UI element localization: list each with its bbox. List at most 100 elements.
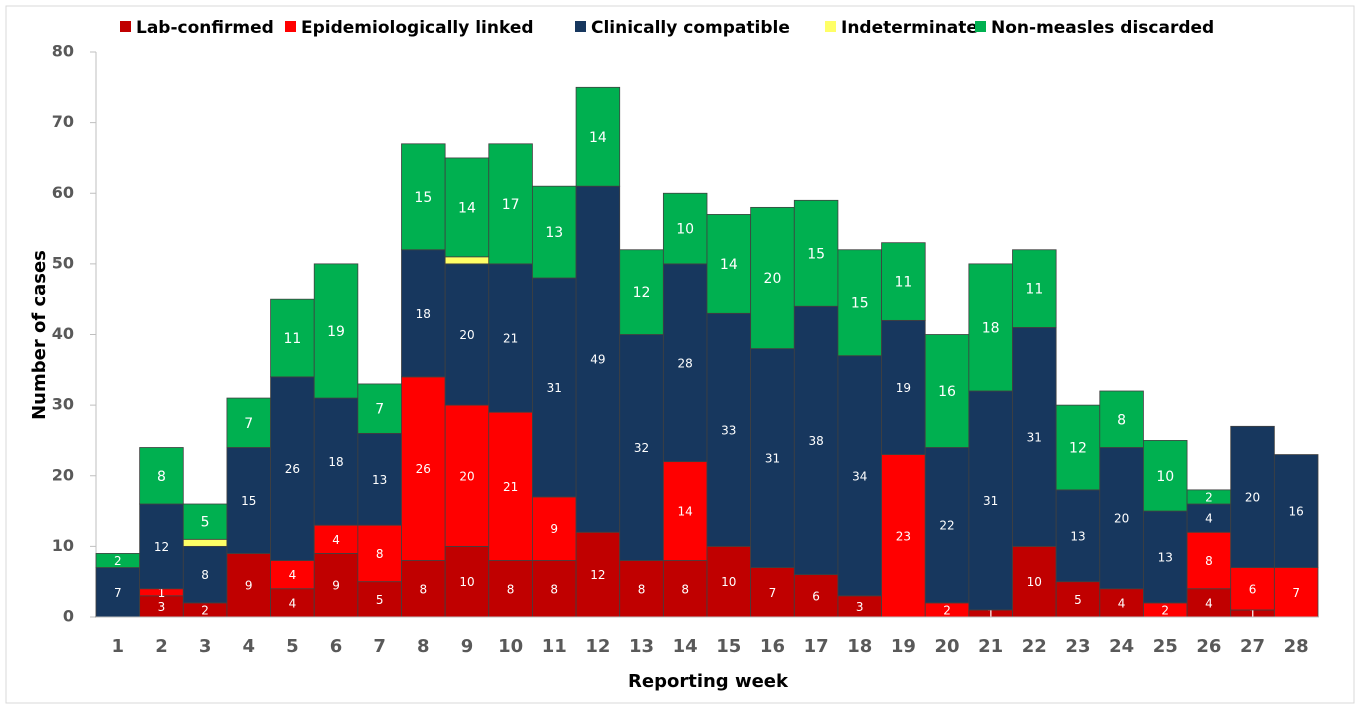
y-tick-label: 80 [52,42,74,61]
y-tick-label: 0 [63,607,74,626]
data-label: 34 [852,469,867,483]
data-label: 2 [1205,490,1213,504]
data-label: 6 [1249,582,1257,596]
data-label: 8 [681,582,689,596]
bar-segment [1143,510,1188,604]
data-label: 11 [283,331,301,347]
data-label: 31 [1027,430,1042,444]
legend-label: Epidemiologically linked [301,18,534,38]
bar-segment [444,545,490,618]
y-tick-label: 50 [52,253,74,272]
data-label: 22 [939,519,954,533]
legend-swatch [975,21,986,32]
data-label: 7 [1292,586,1300,600]
x-tick-label: 20 [935,636,960,657]
data-label: 49 [590,353,605,367]
data-label: 8 [1117,412,1126,428]
data-label: 14 [678,505,693,519]
x-tick-label: 10 [498,636,523,657]
bar-segment [1273,454,1319,568]
bar-segment [968,263,1013,392]
x-tick-label: 26 [1196,636,1221,657]
data-label: 13 [545,225,563,241]
data-label: 31 [983,494,998,508]
x-tick-label: 12 [585,636,610,657]
data-label: 26 [416,462,431,476]
bar-segment [488,560,533,618]
y-tick-label: 10 [52,536,74,555]
data-label: 4 [1118,596,1126,610]
bar-segment [182,545,228,604]
bar-segment [662,461,708,561]
data-label: 18 [982,320,1000,336]
bar-segment [182,538,228,547]
bar-segment [444,256,490,265]
bar-segment [924,334,970,448]
x-tick-label: 15 [716,636,741,657]
data-label: 15 [241,494,256,508]
data-label: 2 [1161,603,1169,617]
data-label: 21 [503,480,518,494]
data-label: 26 [285,462,300,476]
data-label: 16 [1289,505,1304,519]
bar-segment [619,560,664,618]
data-label: 4 [1205,596,1213,610]
bar-segment [313,524,359,554]
x-tick-label: 27 [1240,636,1265,657]
legend-swatch [285,21,296,32]
data-label: 7 [114,586,122,600]
x-tick-label: 28 [1284,636,1309,657]
bar-segment [793,574,839,618]
legend-swatch [825,21,836,32]
x-tick-label: 6 [330,636,343,657]
bar-segment [881,242,926,321]
legend-label: Clinically compatible [591,18,790,38]
data-label: 8 [1205,554,1213,568]
bar-segment [1099,390,1144,448]
bar-segment [488,411,533,561]
data-label: 38 [808,434,823,448]
bar-segment [575,86,621,187]
data-label: 12 [1069,441,1087,457]
data-label: 7 [244,416,253,432]
bar-segment [881,319,926,455]
bar-segment [401,560,446,618]
y-axis-title: Number of cases [29,250,50,420]
data-label: 13 [1070,529,1085,543]
bar-segment [139,447,184,505]
x-tick-label: 19 [891,636,916,657]
bar-segment [401,249,446,378]
data-label: 20 [459,469,474,483]
x-axis-title: Reporting week [628,671,789,692]
data-label: 15 [851,296,869,312]
data-label: 31 [765,452,780,466]
bar-segment [182,503,228,540]
data-label: 3 [856,600,864,614]
y-tick-label: 40 [52,324,74,343]
bar-segment [662,192,708,265]
bar-segment [1230,567,1275,611]
data-label: 2 [114,554,122,568]
data-label: 4 [289,568,297,582]
bar-segment [750,567,795,618]
data-label: 8 [420,582,428,596]
bar-segment [532,185,577,279]
data-label: 11 [1025,282,1043,298]
x-tick-label: 23 [1065,636,1090,657]
x-tick-label: 21 [978,636,1003,657]
bar-segment [706,214,752,314]
data-label: 12 [590,568,605,582]
data-label: 15 [414,190,432,206]
data-label: 32 [634,441,649,455]
bar-segment [575,185,621,533]
bar-segment [1012,327,1057,547]
data-label: 13 [1158,550,1173,564]
bar-segment [357,432,402,526]
data-label: 10 [721,575,736,589]
data-label: 1 [158,586,166,600]
x-tick-label: 24 [1109,636,1134,657]
data-label: 14 [458,200,476,216]
x-tick-label: 13 [629,636,654,657]
bar-segment [619,249,664,335]
